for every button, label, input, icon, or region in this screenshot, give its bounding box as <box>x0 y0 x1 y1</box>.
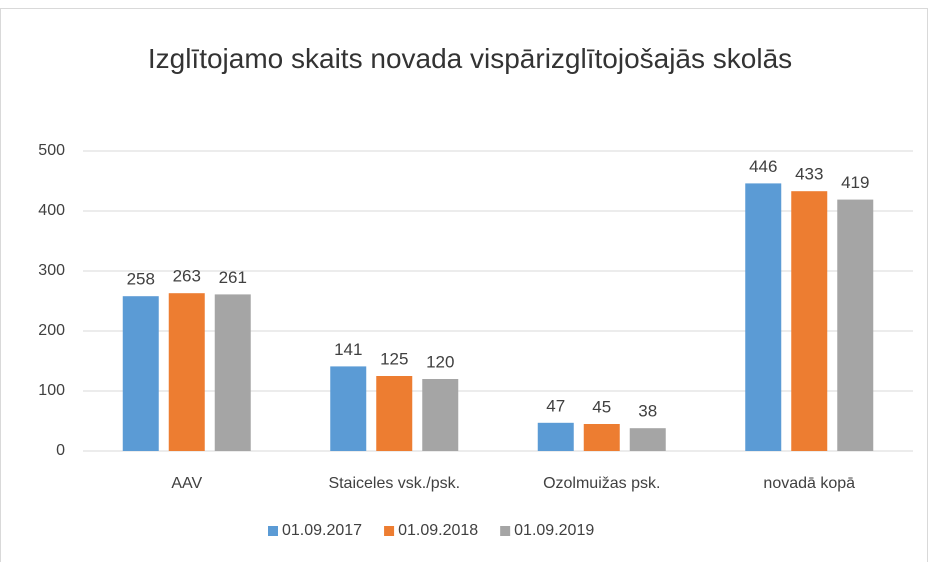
bar <box>122 296 159 451</box>
data-label: 419 <box>841 173 869 192</box>
x-tick-label: Staiceles vsk./psk. <box>328 475 460 492</box>
y-tick-label: 400 <box>38 202 65 219</box>
bar <box>791 191 828 451</box>
y-tick-label: 300 <box>38 262 65 279</box>
data-label: 125 <box>380 349 408 368</box>
x-tick-label: AAV <box>171 475 202 492</box>
bar <box>168 293 205 451</box>
legend-swatch <box>384 526 395 536</box>
data-label: 141 <box>334 340 362 359</box>
chart-title: Izglītojamo skaits novada vispārizglītoj… <box>147 43 793 74</box>
y-tick-label: 200 <box>38 322 65 339</box>
bar <box>745 183 782 451</box>
legend-label: 01.09.2018 <box>398 522 478 539</box>
legend-swatch <box>500 526 511 536</box>
data-label: 258 <box>127 270 155 289</box>
bar <box>583 424 620 451</box>
chart-frame <box>0 8 928 562</box>
x-tick-label: Ozolmuižas psk. <box>543 475 660 492</box>
legend-label: 01.09.2019 <box>514 522 594 539</box>
x-tick-label: novadā kopā <box>763 475 855 492</box>
bar <box>330 366 367 451</box>
bar <box>376 376 413 451</box>
bar <box>837 199 874 451</box>
y-tick-label: 0 <box>56 442 65 459</box>
bar <box>214 294 251 451</box>
data-label: 38 <box>638 402 657 421</box>
y-tick-label: 100 <box>38 382 65 399</box>
data-label: 47 <box>546 396 565 415</box>
data-label: 261 <box>219 268 247 287</box>
bar <box>422 379 459 451</box>
bar <box>629 428 666 451</box>
y-tick-label: 500 <box>38 142 65 159</box>
legend-label: 01.09.2017 <box>282 522 362 539</box>
bar <box>537 422 574 451</box>
data-label: 433 <box>795 165 823 184</box>
data-label: 45 <box>592 397 611 416</box>
legend-swatch <box>268 526 278 536</box>
data-label: 263 <box>173 267 201 286</box>
data-label: 446 <box>749 157 777 176</box>
data-label: 120 <box>426 352 454 371</box>
